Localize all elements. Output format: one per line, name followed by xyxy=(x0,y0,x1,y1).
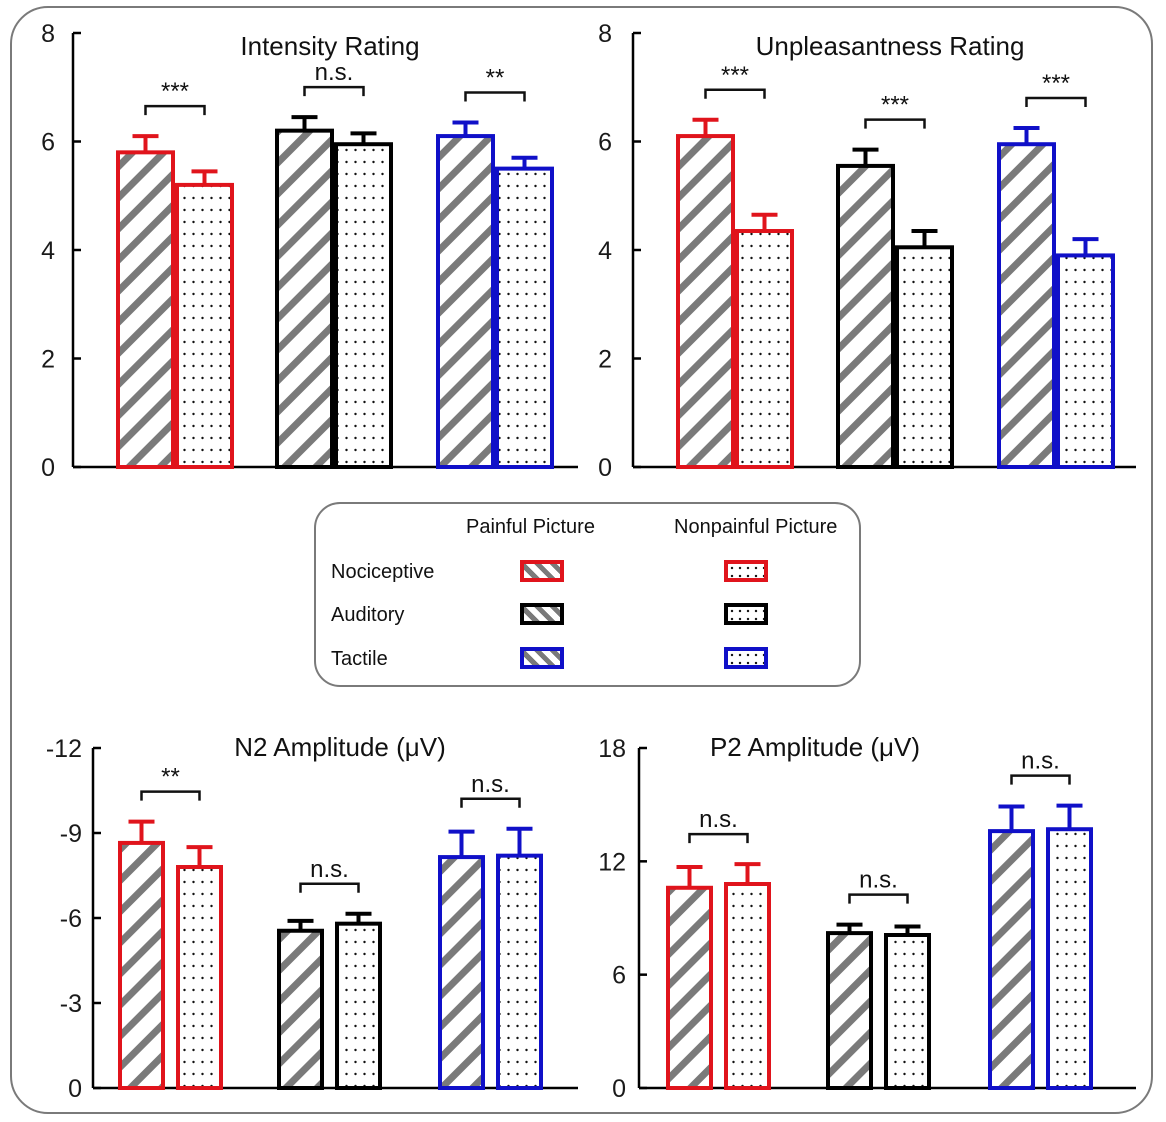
legend-swatch-auditory-painful xyxy=(520,603,564,625)
bar-tactile-painful xyxy=(997,142,1056,469)
bar-nociceptive-nonpainful xyxy=(724,882,771,1090)
bar-nociceptive-nonpainful xyxy=(176,865,223,1090)
y-tick-label: 0 xyxy=(598,454,612,482)
bar-nociceptive-painful xyxy=(676,134,735,469)
chart-title: Intensity Rating xyxy=(240,31,419,61)
significance-bracket xyxy=(864,118,926,129)
legend-swatch-nociceptive-painful xyxy=(520,560,564,582)
significance-bracket xyxy=(460,797,521,808)
significance-bracket xyxy=(299,882,360,893)
bar-nociceptive-nonpainful xyxy=(175,182,234,469)
chart-3: 0 -3 -6 -9 -12 N2 Amplitude (μV) ** n.s. n.s. xyxy=(46,732,578,1103)
legend-header-nonpainful: Nonpainful Picture xyxy=(674,516,838,538)
y-tick-label: 0 xyxy=(68,1075,82,1103)
legend-label-auditory: Auditory xyxy=(331,604,405,626)
bar-auditory-painful xyxy=(836,163,895,469)
significance-bracket xyxy=(144,104,206,116)
significance-bracket xyxy=(704,88,766,99)
bar-tactile-nonpainful xyxy=(496,853,543,1091)
y-tick-label: 12 xyxy=(598,848,626,876)
bar-auditory-painful xyxy=(275,128,334,469)
significance-label: n.s. xyxy=(315,59,354,86)
significance-bracket xyxy=(464,91,526,102)
y-tick-label: 6 xyxy=(612,962,626,990)
significance-bracket xyxy=(848,893,909,904)
significance-label: *** xyxy=(1042,70,1070,97)
y-tick-label: 8 xyxy=(41,20,55,48)
significance-label: n.s. xyxy=(310,856,349,883)
y-tick-label: 2 xyxy=(598,346,612,374)
bar-tactile-painful xyxy=(438,855,485,1090)
bar-auditory-nonpainful xyxy=(334,142,393,469)
y-tick-label: 0 xyxy=(41,454,55,482)
bar-auditory-nonpainful xyxy=(895,245,954,469)
bar-tactile-painful xyxy=(988,829,1035,1090)
bar-tactile-nonpainful xyxy=(1046,827,1093,1090)
legend-swatch-tactile-painful xyxy=(520,647,564,669)
significance-label: ** xyxy=(161,764,180,791)
y-tick-label: 8 xyxy=(598,20,612,48)
y-tick-label: 4 xyxy=(41,237,55,265)
bar-nociceptive-painful xyxy=(118,840,165,1091)
significance-bracket xyxy=(303,85,365,97)
legend-swatch-nociceptive-nonpainful xyxy=(724,560,768,582)
significance-bracket xyxy=(688,832,749,844)
chart-1: 0 2 4 6 8 Intensity Rating *** n.s. ** xyxy=(41,20,578,482)
significance-label: *** xyxy=(161,78,189,105)
legend-label-tactile: Tactile xyxy=(331,648,388,670)
bar-nociceptive-nonpainful xyxy=(735,229,794,469)
bar-auditory-nonpainful xyxy=(335,921,382,1091)
legend-swatch-tactile-nonpainful xyxy=(724,647,768,669)
y-tick-label: 6 xyxy=(41,129,55,157)
y-tick-label: -3 xyxy=(60,990,82,1018)
significance-label: n.s. xyxy=(859,867,898,894)
legend-swatch-auditory-nonpainful xyxy=(724,603,768,625)
legend-label-nociceptive: Nociceptive xyxy=(331,561,435,583)
bar-tactile-nonpainful xyxy=(495,166,554,469)
y-tick-label: 0 xyxy=(612,1075,626,1103)
chart-2: 0 2 4 6 8 Unpleasantness Rating *** *** *** xyxy=(598,20,1136,482)
legend: Painful Picture Nonpainful Picture Nocic… xyxy=(314,502,861,687)
chart-4: 0 6 12 18 P2 Amplitude (μV) n.s. n.s. n.s. xyxy=(598,732,1136,1103)
y-tick-label: -9 xyxy=(60,820,82,848)
y-tick-label: 6 xyxy=(598,129,612,157)
significance-label: ** xyxy=(486,65,505,92)
significance-bracket xyxy=(140,790,201,801)
bar-tactile-nonpainful xyxy=(1056,253,1115,469)
significance-label: n.s. xyxy=(471,771,510,798)
significance-label: *** xyxy=(881,92,909,119)
bar-nociceptive-painful xyxy=(666,885,713,1090)
y-tick-label: 2 xyxy=(41,346,55,374)
y-tick-label: -12 xyxy=(46,735,82,763)
bar-auditory-painful xyxy=(277,928,324,1090)
bar-auditory-nonpainful xyxy=(884,933,931,1090)
chart-title: P2 Amplitude (μV) xyxy=(710,732,920,762)
significance-label: n.s. xyxy=(699,806,738,833)
legend-header-painful: Painful Picture xyxy=(466,516,595,538)
chart-title: Unpleasantness Rating xyxy=(756,31,1025,61)
bar-auditory-painful xyxy=(826,931,873,1090)
significance-bracket xyxy=(1010,774,1071,785)
y-tick-label: 18 xyxy=(598,735,626,763)
chart-title: N2 Amplitude (μV) xyxy=(234,732,446,762)
significance-label: *** xyxy=(721,62,749,89)
bar-tactile-painful xyxy=(436,134,495,469)
bar-nociceptive-painful xyxy=(116,150,175,469)
y-tick-label: -6 xyxy=(60,905,82,933)
y-tick-label: 4 xyxy=(598,237,612,265)
figure-frame xyxy=(10,6,1153,1114)
significance-label: n.s. xyxy=(1021,748,1060,775)
significance-bracket xyxy=(1025,96,1087,107)
